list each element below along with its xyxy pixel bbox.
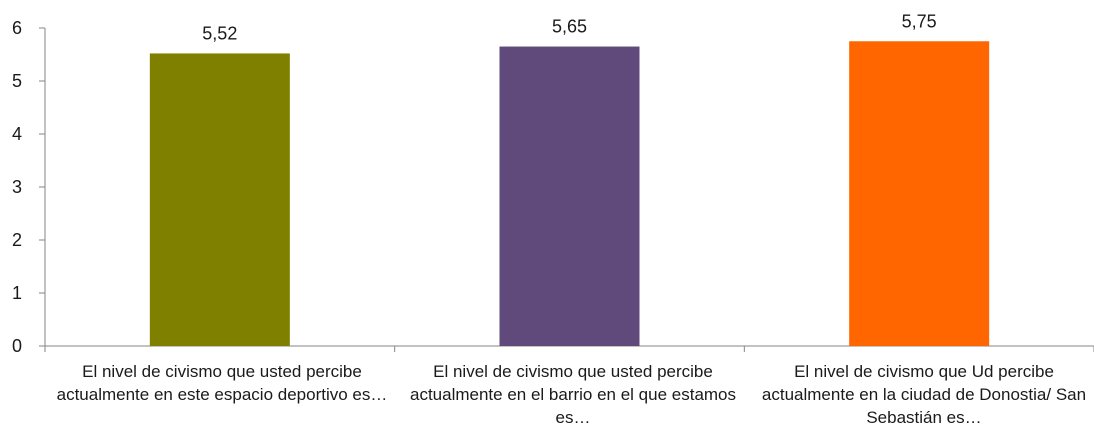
bar-2 bbox=[499, 46, 640, 347]
y-tick-label: 6 bbox=[12, 18, 22, 38]
category-label-1: El nivel de civismo que usted percibe ac… bbox=[56, 362, 388, 404]
bar-3 bbox=[849, 41, 990, 346]
y-tick-label: 1 bbox=[12, 283, 22, 303]
data-label-1: 5,52 bbox=[202, 23, 237, 43]
y-tick-label: 4 bbox=[12, 124, 22, 144]
category-label-2: El nivel de civismo que usted percibe ac… bbox=[409, 362, 737, 427]
y-tick-label: 3 bbox=[12, 177, 22, 197]
category-label-3: El nivel de civismo que Ud percibe actua… bbox=[761, 362, 1087, 427]
y-tick-label: 0 bbox=[12, 336, 22, 356]
data-label-3: 5,75 bbox=[902, 11, 937, 31]
data-label-2: 5,65 bbox=[552, 17, 587, 37]
y-tick-label: 5 bbox=[12, 71, 22, 91]
bar-1 bbox=[149, 53, 290, 346]
y-tick-label: 2 bbox=[12, 230, 22, 250]
